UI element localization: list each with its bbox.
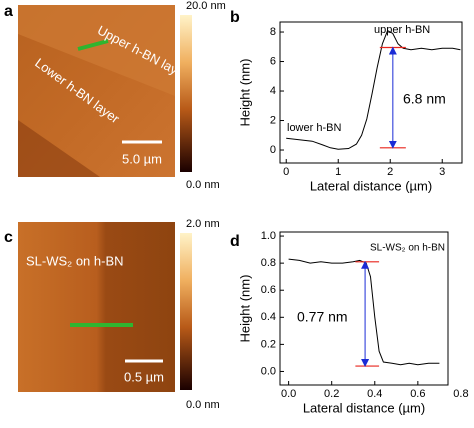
- y-tick-label: 1.0: [261, 230, 276, 242]
- colorbar: [180, 15, 192, 172]
- y-tick-label: 0.8: [261, 257, 276, 269]
- annotation: 6.8 nm: [403, 91, 446, 107]
- x-axis-label: Lateral distance (µm): [310, 178, 432, 193]
- x-tick-label: 0.4: [367, 388, 382, 400]
- y-tick-label: 0: [270, 144, 276, 156]
- x-tick-label: 0.0: [281, 388, 296, 400]
- x-tick-label: 0: [283, 166, 289, 178]
- y-tick-label: 0.0: [261, 365, 276, 377]
- panel-label: d: [230, 233, 240, 250]
- x-axis-label: Lateral distance (µm): [303, 400, 425, 415]
- x-tick-label: 0.8: [453, 388, 468, 400]
- y-tick-label: 6: [270, 55, 276, 67]
- dark-region: [18, 120, 100, 177]
- scale-bar-label: 5.0 µm: [122, 151, 162, 166]
- y-axis-label: Height (nm): [237, 275, 252, 343]
- x-tick-label: 0.2: [324, 388, 339, 400]
- panel-label: b: [230, 9, 240, 26]
- profile-line: [77, 39, 109, 51]
- profile-line: [288, 258, 440, 366]
- annotation: SL-WS₂ on h-BN: [370, 243, 445, 254]
- annotation: 0.77 nm: [297, 309, 348, 325]
- panel-label: a: [4, 3, 13, 20]
- annotation: lower h-BN: [287, 122, 341, 134]
- x-tick-label: 3: [439, 166, 445, 178]
- y-tick-label: 0.2: [261, 338, 276, 350]
- y-tick-label: 4: [270, 85, 276, 97]
- y-tick-label: 0.6: [261, 284, 276, 296]
- annotation: upper h-BN: [374, 24, 430, 36]
- profile-line: [286, 29, 461, 150]
- upper-layer-region: [18, 5, 175, 96]
- panel-label: c: [4, 229, 13, 246]
- y-tick-label: 0.4: [261, 311, 276, 323]
- plot-frame: [279, 21, 463, 164]
- colorbar-label: 0.0 nm: [186, 179, 220, 191]
- x-tick-label: 2: [387, 166, 393, 178]
- colorbar: [180, 233, 192, 390]
- colorbar-label: 0.0 nm: [186, 399, 220, 411]
- colorbar-label: 2.0 nm: [186, 218, 220, 230]
- annotation: SL-WS₂ on h-BN: [26, 253, 124, 268]
- y-tick-label: 2: [270, 114, 276, 126]
- afm-image: [18, 222, 175, 392]
- x-tick-label: 0.6: [410, 388, 425, 400]
- scale-bar-label: 0.5 µm: [124, 369, 164, 384]
- y-tick-label: 8: [270, 26, 276, 38]
- colorbar-label: 20.0 nm: [186, 0, 226, 12]
- x-tick-label: 1: [335, 166, 341, 178]
- y-axis-label: Height (nm): [237, 59, 252, 127]
- plot-frame: [279, 231, 449, 386]
